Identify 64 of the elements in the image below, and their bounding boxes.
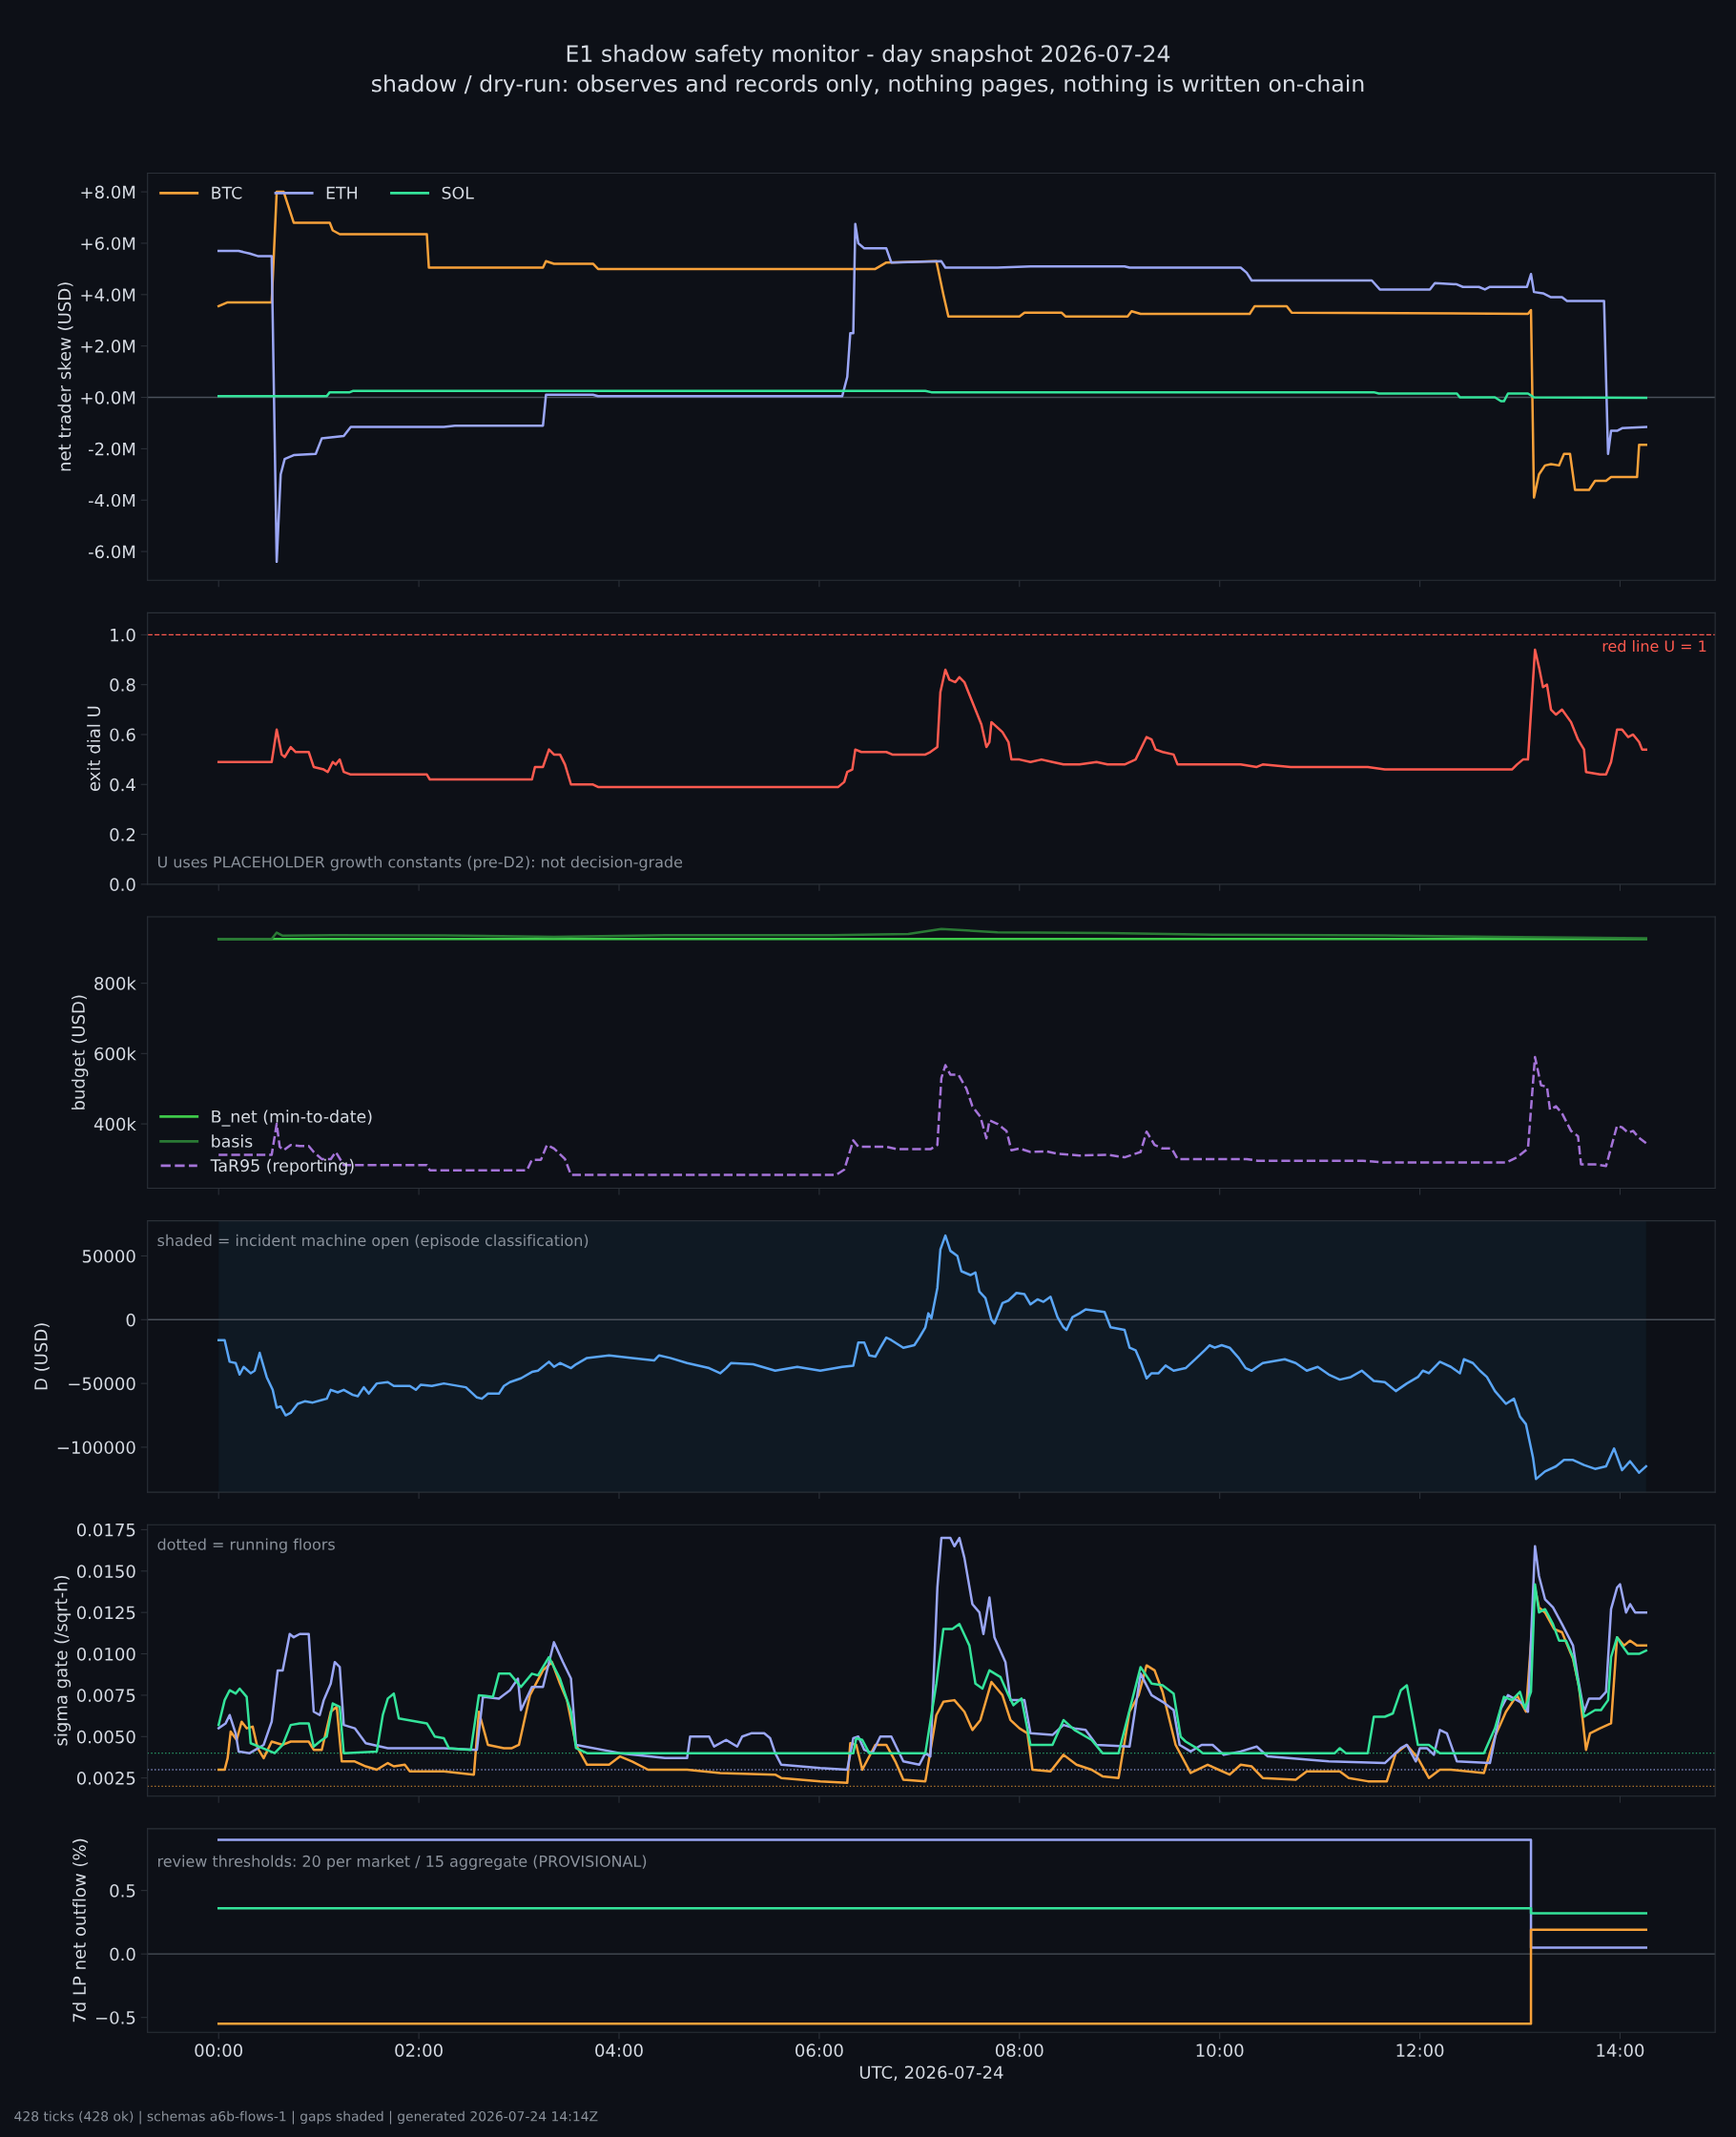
- legend-label: basis: [212, 1134, 253, 1148]
- band-label: shaded = incident machine open (episode classification): [157, 1234, 589, 1250]
- y-tick-label: 600k: [94, 1047, 136, 1061]
- line-series: [217, 222, 1647, 564]
- y-tick-label: 0.0025: [76, 1772, 135, 1785]
- y-tick-label: +8.0M: [81, 185, 135, 199]
- line-series: [217, 389, 1647, 403]
- x-tick-label: 14:00: [1597, 2044, 1644, 2058]
- annotation: review thresholds: 20 per market / 15 aggregate (PROVISIONAL): [158, 1855, 647, 1871]
- y-tick-label: 0.0150: [76, 1565, 135, 1578]
- y-axis-title: sigma gate (/sqrt-h): [53, 1575, 72, 1746]
- y-tick-label: 0.0050: [76, 1730, 135, 1744]
- y-tick-label: 0.0175: [76, 1523, 135, 1537]
- y-axis-title: exit dial U: [87, 706, 101, 792]
- line-series: [217, 1583, 1647, 1754]
- legend-label: BTC: [212, 186, 242, 199]
- legend-label: ETH: [326, 186, 358, 199]
- y-tick-label: 1.0: [111, 628, 135, 642]
- annotation: dotted = running floors: [157, 1538, 335, 1553]
- y-tick-label: 0.0125: [76, 1606, 135, 1620]
- y-tick-label: -4.0M: [88, 493, 135, 508]
- y-axis-title: 7d LP net outflow (%): [72, 1838, 89, 2023]
- x-tick-label: 04:00: [595, 2044, 643, 2058]
- y-tick-label: −0.5: [95, 2011, 135, 2024]
- y-tick-label: 0.5: [110, 1884, 135, 1898]
- legend-label: TaR95 (reporting): [210, 1158, 354, 1175]
- x-tick-label: 12:00: [1396, 2044, 1444, 2058]
- y-tick-label: +6.0M: [81, 237, 135, 251]
- x-tick-label: 00:00: [195, 2044, 243, 2058]
- y-tick-label: 0.6: [110, 728, 135, 742]
- y-tick-label: 0.4: [110, 778, 135, 792]
- x-tick-label: 10:00: [1196, 2044, 1244, 2058]
- legend-label: B_net (min-to-date): [212, 1110, 372, 1127]
- y-tick-label: 400k: [93, 1117, 136, 1131]
- text: 428 ticks (428 ok) | schemas a6b-flows-1 | gaps shaded | generated 2026-07-24 14:14Z: [14, 2110, 598, 2125]
- ref-line-label: red line U = 1: [1602, 639, 1706, 653]
- y-tick-label: 0.8: [110, 678, 135, 692]
- y-axis-title: net trader skew (USD): [57, 282, 73, 471]
- y-tick-label: 0.0: [110, 1947, 135, 1961]
- y-tick-label: 0.0100: [76, 1648, 135, 1661]
- x-tick-label: 06:00: [796, 2044, 843, 2058]
- x-tick-label: 08:00: [995, 2044, 1044, 2058]
- y-tick-label: 800k: [94, 976, 136, 990]
- x-axis-title: UTC, 2026-07-24: [859, 2065, 1003, 2081]
- y-tick-label: +4.0M: [81, 288, 135, 301]
- y-axis-title: budget (USD): [71, 995, 89, 1110]
- y-axis-title: D (USD): [33, 1323, 50, 1390]
- y-tick-label: −50000: [69, 1377, 135, 1391]
- y-tick-label: +2.0M: [81, 340, 135, 353]
- chart-subtitle: shadow / dry-run: observes and records only, nothing pages, nothing is written on-chain: [371, 74, 1364, 97]
- y-tick-label: −100000: [57, 1441, 135, 1455]
- annotation: U uses PLACEHOLDER growth constants (pre-D2): not decision-grade: [157, 856, 683, 871]
- y-tick-label: 0.2: [110, 828, 135, 841]
- y-tick-label: 0.0: [110, 878, 135, 891]
- y-tick-label: 50000: [82, 1249, 135, 1263]
- y-tick-label: +0.0M: [81, 390, 135, 405]
- y-tick-label: 0.0075: [76, 1689, 135, 1703]
- legend-label: SOL: [442, 186, 474, 199]
- chart-title: E1 shadow safety monitor - day snapshot 2026-07-24: [567, 44, 1170, 67]
- line-series: [217, 927, 1647, 941]
- y-tick-label: -2.0M: [88, 442, 135, 456]
- y-tick-label: 0: [126, 1313, 135, 1327]
- y-tick-label: -6.0M: [88, 545, 135, 559]
- x-tick-label: 02:00: [395, 2044, 443, 2058]
